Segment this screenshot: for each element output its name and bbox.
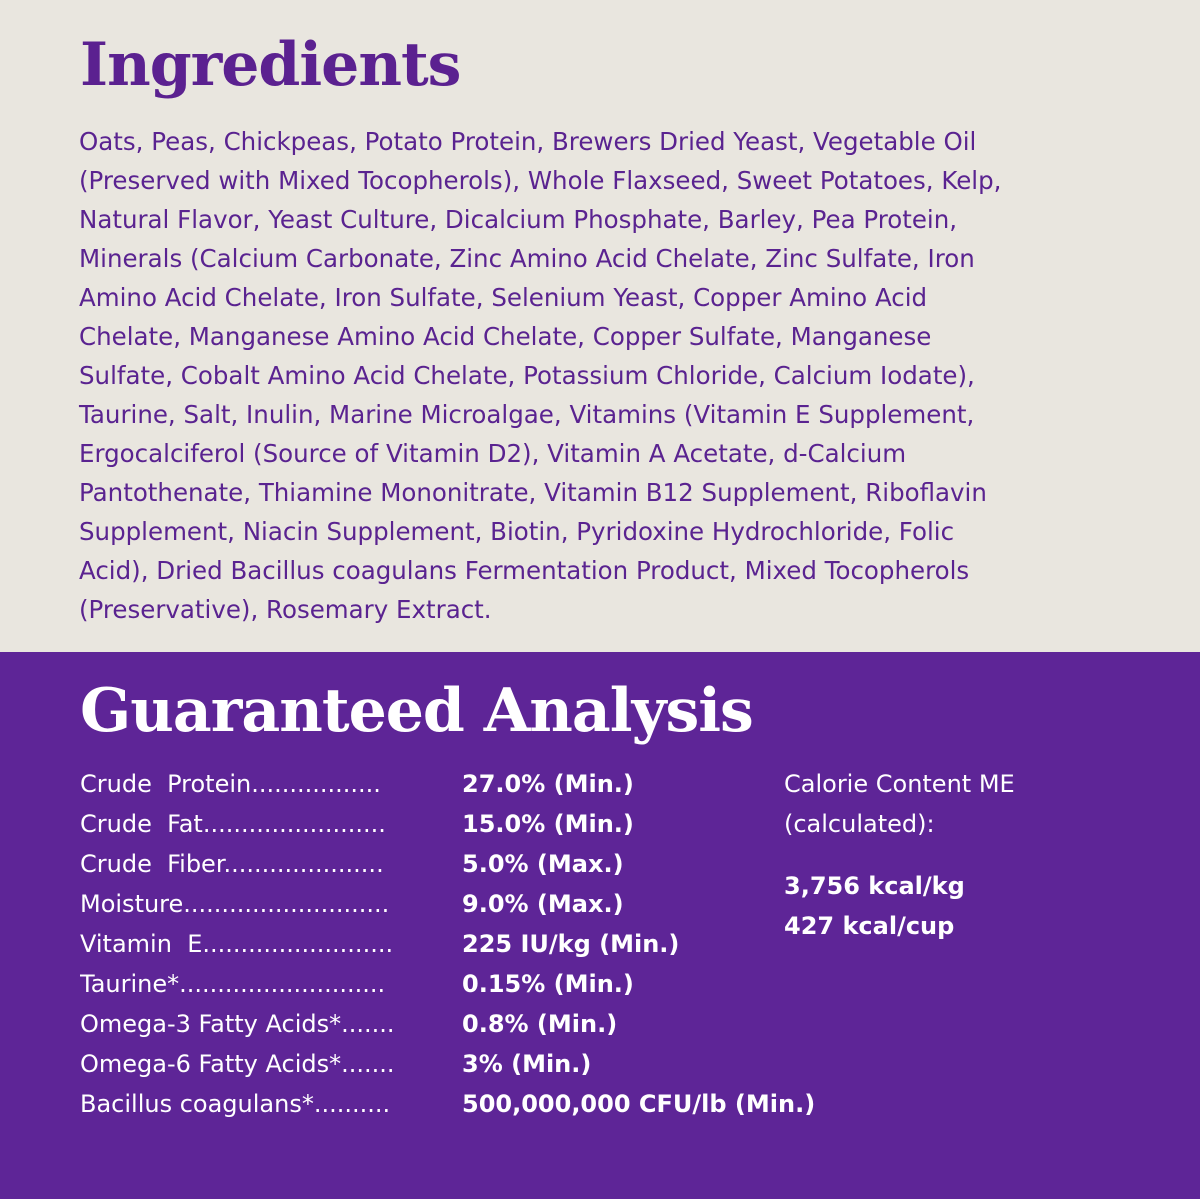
- ingredients-line: Sulfate, Cobalt Amino Acid Chelate, Pota…: [79, 361, 975, 390]
- analysis-row: Crude Protein................. 27.0% (Min…: [80, 764, 815, 804]
- analysis-value: 0.8% (Min.): [462, 1010, 618, 1038]
- calorie-label: Calorie Content ME: [784, 770, 1015, 798]
- analysis-row: Moisture........................... 9.0% …: [80, 884, 815, 924]
- calorie-content: Calorie Content ME (calculated): 3,756 k…: [784, 764, 1015, 946]
- ingredients-line: (Preservative), Rosemary Extract.: [79, 595, 492, 624]
- ingredients-list: Oats, Peas, Chickpeas, Potato Protein, B…: [79, 122, 1001, 629]
- analysis-value: 27.0% (Min.): [462, 770, 634, 798]
- analysis-row: Taurine*........................... 0.15%…: [80, 964, 815, 1004]
- ingredients-line: Natural Flavor, Yeast Culture, Dicalcium…: [79, 205, 958, 234]
- calorie-per-cup: 427 kcal/cup: [784, 912, 955, 940]
- analysis-value: 225 IU/kg (Min.): [462, 930, 680, 958]
- ingredients-line: Minerals (Calcium Carbonate, Zinc Amino …: [79, 244, 975, 273]
- ingredients-line: Chelate, Manganese Amino Acid Chelate, C…: [79, 322, 932, 351]
- ingredients-section: Ingredients Oats, Peas, Chickpeas, Potat…: [0, 0, 1200, 652]
- analysis-title: Guaranteed Analysis: [80, 676, 754, 746]
- analysis-row: Bacillus coagulans*.......... 500,000,000…: [80, 1084, 815, 1124]
- analysis-label: Omega-3 Fatty Acids*.......: [80, 1010, 395, 1038]
- ingredients-line: Ergocalciferol (Source of Vitamin D2), V…: [79, 439, 907, 468]
- analysis-label: Moisture...........................: [80, 890, 390, 918]
- analysis-label: Vitamin E.........................: [80, 930, 394, 958]
- calorie-label-sub: (calculated):: [784, 810, 935, 838]
- analysis-table: Crude Protein................. 27.0% (Min…: [80, 764, 815, 1124]
- analysis-label: Crude Fat........................: [80, 810, 386, 838]
- analysis-label: Crude Fiber.....................: [80, 850, 384, 878]
- ingredients-line: Amino Acid Chelate, Iron Sulfate, Seleni…: [79, 283, 928, 312]
- analysis-label: Crude Protein.................: [80, 770, 381, 798]
- ingredients-line: (Preserved with Mixed Tocopherols), Whol…: [79, 166, 1002, 195]
- calorie-per-kg: 3,756 kcal/kg: [784, 872, 965, 900]
- analysis-row: Crude Fiber..................... 5.0% (Ma…: [80, 844, 815, 884]
- analysis-label: Omega-6 Fatty Acids*.......: [80, 1050, 395, 1078]
- analysis-value: 3% (Min.): [462, 1050, 592, 1078]
- analysis-label: Taurine*...........................: [80, 970, 386, 998]
- ingredients-line: Acid), Dried Bacillus coagulans Fermenta…: [79, 556, 970, 585]
- ingredients-line: Taurine, Salt, Inulin, Marine Microalgae…: [79, 400, 975, 429]
- analysis-value: 15.0% (Min.): [462, 810, 634, 838]
- analysis-row: Omega-3 Fatty Acids*....... 0.8% (Min.): [80, 1004, 815, 1044]
- analysis-row: Crude Fat........................ 15.0% (…: [80, 804, 815, 844]
- analysis-value: 5.0% (Max.): [462, 850, 624, 878]
- analysis-value: 9.0% (Max.): [462, 890, 624, 918]
- ingredients-line: Pantothenate, Thiamine Mononitrate, Vita…: [79, 478, 987, 507]
- guaranteed-analysis-section: Guaranteed Analysis Crude Protein.......…: [0, 652, 1200, 1199]
- ingredients-line: Supplement, Niacin Supplement, Biotin, P…: [79, 517, 955, 546]
- analysis-row: Vitamin E......................... 225 IU…: [80, 924, 815, 964]
- analysis-value: 500,000,000 CFU/lb (Min.): [462, 1090, 816, 1118]
- analysis-label: Bacillus coagulans*..........: [80, 1090, 391, 1118]
- analysis-row: Omega-6 Fatty Acids*....... 3% (Min.): [80, 1044, 815, 1084]
- ingredients-title: Ingredients: [80, 30, 461, 100]
- analysis-value: 0.15% (Min.): [462, 970, 634, 998]
- ingredients-line: Oats, Peas, Chickpeas, Potato Protein, B…: [79, 127, 977, 156]
